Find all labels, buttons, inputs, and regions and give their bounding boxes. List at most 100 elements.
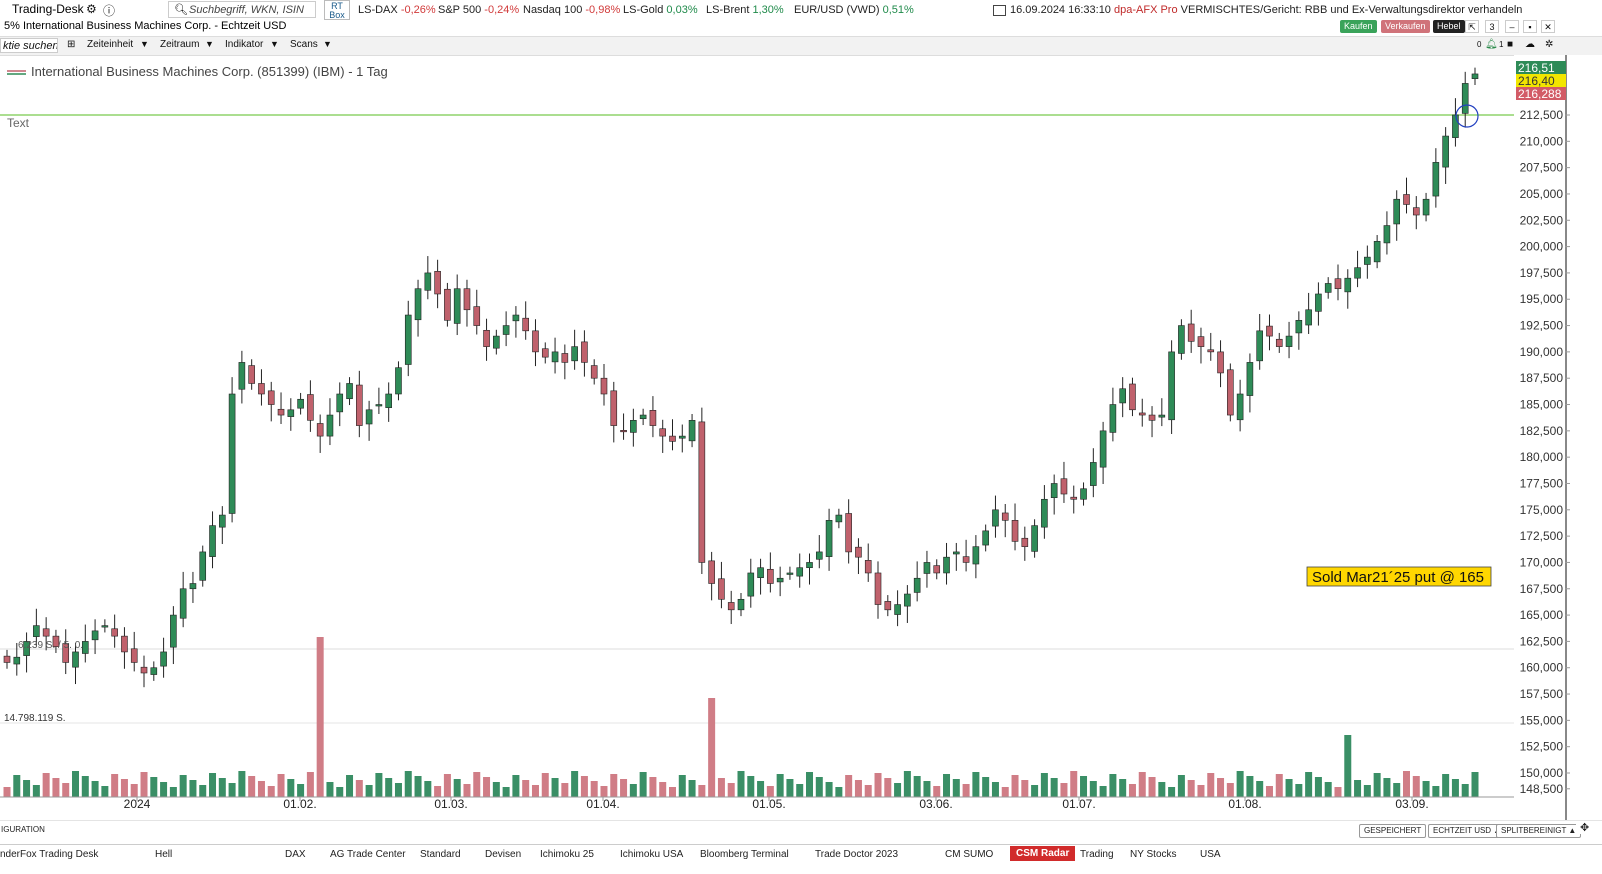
candle-body: [904, 593, 911, 607]
taskbar-tab[interactable]: Ichimoku 25: [540, 849, 594, 860]
chevron-down-icon[interactable]: ▼: [270, 39, 279, 49]
chevron-down-icon[interactable]: ▼: [323, 39, 332, 49]
volume-bar: [512, 775, 520, 797]
ticker-item[interactable]: S&P 500 -0,24%: [438, 4, 519, 16]
move-icon[interactable]: ✥: [1576, 822, 1594, 834]
taskbar-tab[interactable]: Standard: [420, 849, 461, 860]
taskbar-theme-select[interactable]: Hell: [155, 849, 173, 860]
bell-icon[interactable]: 🔔︎: [1485, 39, 1498, 50]
volume-bar: [1246, 776, 1254, 797]
chart-toolbar: ktie suchen ⊞ Zeiteinheit ▼ Zeitraum ▼ I…: [0, 36, 1602, 56]
taskbar-tab[interactable]: USA: [1200, 849, 1221, 860]
buy-button[interactable]: Kaufen: [1340, 20, 1377, 33]
three-button[interactable]: 3: [1485, 20, 1499, 33]
menu-indicator[interactable]: Indikator: [225, 39, 264, 50]
stock-search-input[interactable]: ktie suchen: [0, 38, 58, 53]
split-adjusted-pill[interactable]: SPLITBEREINIGT ▲: [1496, 824, 1582, 838]
y-tick-label: 148,500: [1520, 782, 1564, 796]
volume-bar: [688, 780, 696, 797]
ticker-name: LS-Brent: [706, 4, 750, 16]
cloud-icon[interactable]: ☁: [1525, 39, 1535, 50]
candle-body: [688, 420, 696, 442]
y-tick-label: 187,500: [1520, 371, 1564, 385]
status-bar: IGURATION GESPEICHERT ECHTZEIT USD ▲ SPL…: [0, 820, 1602, 839]
volume-bar: [42, 773, 50, 797]
popout-icon[interactable]: ⇱: [1465, 20, 1479, 33]
taskbar-tab[interactable]: Devisen: [485, 849, 522, 860]
volume-bar: [1354, 780, 1362, 797]
search-input[interactable]: 🔍︎ Suchbegriff, WKN, ISIN: [168, 1, 316, 18]
candle-body: [483, 329, 490, 347]
candle-body: [600, 377, 608, 395]
chevron-down-icon[interactable]: ▼: [205, 39, 214, 49]
ticker-item[interactable]: Nasdaq 100 -0,98%: [523, 4, 620, 16]
close-icon[interactable]: ✕: [1541, 20, 1555, 33]
folder-icon[interactable]: ■: [1507, 39, 1514, 50]
candle-body: [404, 314, 412, 365]
x-tick-label: 03.09.: [1395, 797, 1428, 811]
minimize-icon[interactable]: –: [1505, 20, 1519, 33]
lever-button[interactable]: Hebel: [1433, 20, 1465, 33]
candle-body: [620, 430, 627, 433]
taskbar-tab[interactable]: Trading: [1080, 849, 1114, 860]
volume-bar: [316, 637, 324, 797]
volume-bar: [1099, 786, 1107, 797]
taskbar-tab[interactable]: Bloomberg Terminal: [700, 849, 789, 860]
ticker-item[interactable]: LS-Brent 1,30%: [706, 4, 784, 16]
menu-scans[interactable]: Scans: [290, 39, 318, 50]
volume-bar: [306, 772, 314, 797]
y-tick-label: 160,000: [1520, 661, 1564, 675]
volume-bar: [727, 783, 735, 797]
candle-body: [1452, 114, 1459, 138]
volume-bar: [434, 786, 442, 797]
info-icon[interactable]: ⓘ: [103, 4, 116, 18]
taskbar-tab[interactable]: CM SUMO: [945, 849, 994, 860]
candle-body: [1148, 414, 1156, 421]
ticker-item[interactable]: LS-DAX -0,26%: [358, 4, 436, 16]
volume-bar: [160, 782, 168, 797]
candle-body: [610, 390, 618, 426]
settings-icon[interactable]: ✲: [1545, 39, 1554, 50]
candle-body: [1305, 309, 1312, 326]
price-chart[interactable]: 212,500 210,000 207,500 205,000 202,500 200,0…: [0, 55, 1602, 820]
ticker-item[interactable]: LS-Gold 0,03%: [623, 4, 698, 16]
realtime-pill[interactable]: ECHTZEIT USD ▲: [1428, 824, 1507, 838]
taskbar: nderFox Trading Desk Hell DAX AG Trade C…: [0, 844, 1602, 874]
volume-bar: [238, 771, 246, 797]
candle-body: [835, 514, 843, 523]
candle-body: [228, 393, 236, 514]
sell-button[interactable]: Verkaufen: [1381, 20, 1430, 33]
taskbar-tab[interactable]: Ichimoku USA: [620, 849, 684, 860]
taskbar-tab[interactable]: AG Trade Center: [330, 849, 406, 860]
taskbar-tab[interactable]: NY Stocks: [1130, 849, 1177, 860]
y-tick-label: 150,000: [1520, 766, 1564, 780]
rt-box-button[interactable]: RT Box: [324, 0, 350, 20]
taskbar-tab-active[interactable]: CSM Radar: [1010, 846, 1076, 861]
volume-bar: [1050, 778, 1058, 797]
annotation-box: [1306, 566, 1492, 587]
compare-icon[interactable]: ⊞: [67, 39, 76, 50]
candle-body: [825, 520, 833, 557]
candle-body: [1041, 498, 1048, 528]
chart-text-label: Text: [7, 116, 30, 130]
candle-body: [81, 641, 89, 654]
gear-icon[interactable]: ⚙: [86, 2, 97, 16]
lock-icon[interactable]: ▪: [1523, 20, 1537, 33]
volume-bar: [806, 772, 814, 797]
menu-timerange[interactable]: Zeitraum: [160, 39, 200, 50]
ticker-item[interactable]: EUR/USD (VWD) 0,51%: [794, 4, 914, 16]
volume-bar: [796, 784, 804, 797]
news-ticker[interactable]: 16.09.2024 16:33:10 dpa-AFX Pro VERMISCH…: [993, 4, 1522, 16]
ticker-name: S&P 500: [438, 4, 482, 16]
volume-bar: [864, 785, 872, 797]
menu-timeframe[interactable]: Zeiteinheit: [87, 39, 134, 50]
y-tick-label: 177,500: [1520, 476, 1564, 490]
taskbar-tab[interactable]: Trade Doctor 2023: [815, 849, 899, 860]
chevron-down-icon[interactable]: ▼: [140, 39, 149, 49]
saved-pill[interactable]: GESPEICHERT: [1359, 824, 1427, 838]
taskbar-tab-dax[interactable]: DAX: [285, 849, 306, 860]
x-tick-label: 03.06.: [919, 797, 952, 811]
candle-body: [1060, 478, 1068, 495]
app-title: Trading-Desk: [12, 2, 84, 16]
y-tick-label: 157,500: [1520, 687, 1564, 701]
